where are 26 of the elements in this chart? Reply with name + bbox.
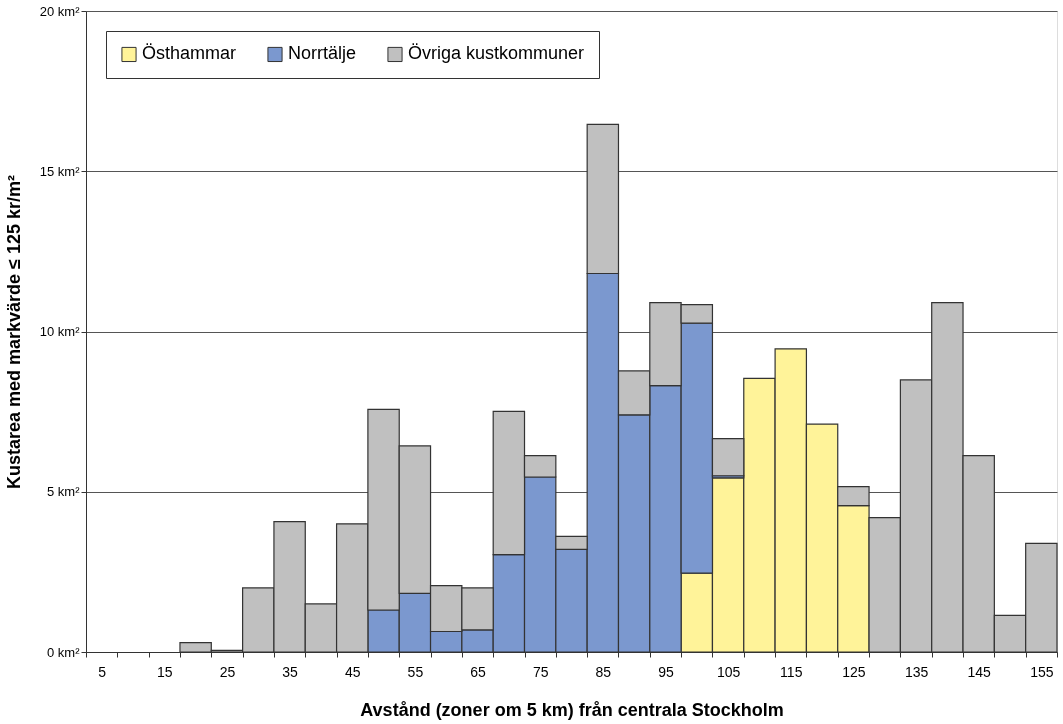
x-tick-label: 105 <box>716 663 741 680</box>
x-tick-label: 145 <box>967 663 992 680</box>
y-tick-label: 10 km² <box>39 324 81 339</box>
x-tick-label: 85 <box>595 663 612 680</box>
y-tick-label: 15 km² <box>39 163 81 179</box>
legend-label: Östhammar <box>142 43 237 64</box>
x-tick-label: 5 <box>98 663 107 680</box>
y-tick-label: 20 km² <box>39 3 81 19</box>
x-tick-label: 155 <box>1030 663 1054 680</box>
x-tick-label: 115 <box>780 663 803 680</box>
x-axis-title: Avstånd (zoner om 5 km) från centrala Stockholm <box>360 699 784 720</box>
x-tick-label: 35 <box>282 663 299 680</box>
x-tick-label: 65 <box>470 663 487 680</box>
x-tick-label: 135 <box>904 663 929 680</box>
y-tick-label: 5 km² <box>47 484 81 500</box>
y-axis-title: Kustarea med markvärde ≤ 125 kr/m² <box>3 174 24 490</box>
x-tick-label: 125 <box>842 663 866 680</box>
x-tick-label: 55 <box>407 663 424 680</box>
legend-label: Övriga kustkommuner <box>408 43 585 64</box>
x-tick-label: 95 <box>658 663 674 680</box>
y-tick-label: 0 km² <box>47 644 81 660</box>
x-tick-label: 45 <box>344 663 361 680</box>
x-tick-label: 15 <box>157 663 173 680</box>
x-tick-label: 75 <box>532 663 549 680</box>
x-tick-label: 25 <box>219 663 236 680</box>
legend-label: Norrtälje <box>288 43 357 64</box>
